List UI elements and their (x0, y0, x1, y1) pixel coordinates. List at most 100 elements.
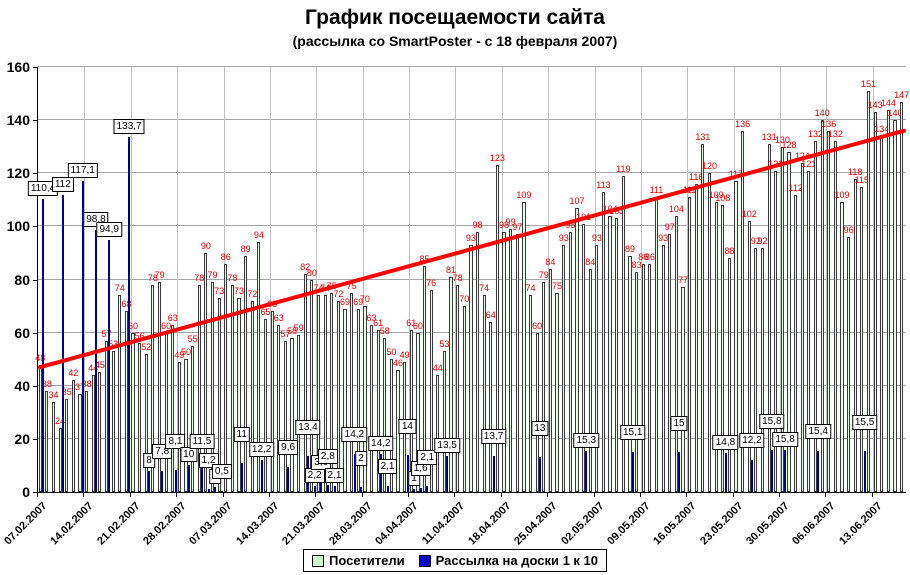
visitor-value-label: 89 (624, 243, 635, 254)
bar-mailing (678, 452, 681, 492)
bar-visitors (661, 244, 665, 492)
bar-visitors (688, 197, 692, 492)
bar-mailing (539, 457, 542, 492)
bar-mailing (446, 456, 449, 492)
mailing-value-box: 2,2 (304, 468, 325, 484)
visitor-value-label: 143 (867, 100, 883, 111)
visitor-value-label: 38 (81, 379, 92, 390)
bar-visitors (634, 271, 639, 492)
x-tick-label: 23.05.2007 (697, 500, 746, 548)
bar-mailing (631, 451, 634, 492)
bar-mailing (419, 487, 422, 492)
bar-mailing (360, 486, 363, 492)
visitor-value-label: 92 (757, 235, 768, 246)
bar-mailing (174, 470, 177, 492)
bar-mailing (148, 470, 151, 492)
visitor-value-label: 70 (459, 294, 470, 305)
x-tick-label: 04.04.2007 (373, 500, 421, 548)
bar-mailing (333, 486, 336, 492)
bar-visitors (674, 215, 678, 492)
visitor-value-label: 38 (41, 379, 52, 390)
bar-visitors (608, 215, 612, 492)
bar-visitors (847, 237, 851, 492)
mailing-value-box: 15,1 (619, 424, 646, 440)
x-tick (315, 492, 317, 497)
bar-visitors (224, 263, 228, 492)
bar-visitors (641, 263, 645, 492)
mailing-value-box: 11 (233, 426, 250, 442)
bar-visitors (436, 375, 440, 492)
mailing-value-box: 9,6 (278, 439, 299, 455)
visitor-value-label: 120 (701, 161, 717, 172)
mailing-value-box: 13,4 (295, 420, 321, 436)
mailing-value-box: 10 (180, 447, 198, 463)
x-tick (593, 492, 595, 497)
visitor-value-label: 78 (227, 272, 238, 283)
bar-mailing (187, 465, 190, 492)
visitor-value-label: 55 (187, 333, 198, 344)
visitor-value-label: 144 (880, 97, 896, 108)
visitor-value-label: 34 (48, 389, 59, 400)
bar-visitors (462, 306, 466, 492)
bar-visitors (588, 268, 592, 492)
x-tick-label: 21.03.2007 (280, 500, 328, 548)
visitor-value-label: 77 (677, 275, 688, 286)
visitor-value-label: 78 (452, 272, 463, 283)
plot-area: 48 38 34 24 35 42 37 38 44 45 57 53 74 68 60 56 52 78 79 60… (27, 66, 909, 493)
bar-mailing (207, 488, 210, 492)
bar-visitors (727, 258, 731, 492)
bar-visitors (98, 372, 102, 492)
mailing-value-box: 13 (531, 421, 549, 437)
visitor-value-label: 93 (658, 232, 669, 243)
visitor-value-label: 93 (465, 232, 476, 243)
visitor-value-label: 75 (346, 280, 357, 291)
visitor-value-label: 37 (74, 381, 86, 392)
mailing-value-box: 15,5 (851, 414, 878, 430)
bar-visitors (548, 268, 553, 492)
bar-visitors (58, 428, 62, 492)
visitor-value-label: 68 (267, 299, 278, 310)
bar-visitors (747, 221, 751, 492)
legend: Посетители Рассылка на доски 1 к 10 (303, 549, 607, 572)
x-tick (222, 492, 224, 497)
bar-mailing (108, 239, 111, 492)
visitor-value-label: 128 (781, 140, 797, 150)
bar-mailing (724, 452, 727, 492)
mailing-value-box: 14,2 (341, 427, 368, 443)
x-tick-label: 11.04.2007 (419, 500, 467, 547)
bar-visitors (85, 391, 89, 492)
bar-visitors (71, 380, 75, 492)
visitor-value-label: 63 (167, 312, 178, 323)
bar-mailing (128, 136, 131, 492)
bar-visitors (542, 282, 546, 492)
bar-visitors (369, 324, 374, 492)
bar-visitors (840, 202, 844, 492)
x-tick-label: 21.02.2007 (94, 500, 143, 548)
bar-mailing (287, 466, 290, 492)
bar-visitors (51, 401, 56, 492)
bar-visitors (681, 287, 685, 492)
bar-visitors (277, 324, 281, 492)
bar-mailing (492, 455, 495, 492)
bar-mailing (386, 486, 389, 492)
visitor-value-label: 93 (558, 232, 569, 243)
x-tick-label: 02.05.2007 (558, 500, 607, 548)
bar-visitors (78, 393, 82, 492)
x-tick (547, 492, 549, 497)
bar-visitors (131, 332, 135, 492)
y-tick-label: 60 (14, 324, 30, 341)
bar-visitors (701, 144, 705, 492)
bar-visitors (91, 375, 95, 492)
visitor-value-label: 69 (340, 296, 351, 307)
y-tick (33, 279, 38, 281)
x-tick-label: 28.03.2007 (326, 500, 375, 548)
bar-visitors (754, 247, 758, 492)
visitor-value-label: 94 (253, 230, 264, 241)
visitor-value-label: 75 (552, 280, 563, 291)
bar-visitors (515, 234, 519, 492)
y-tick-label: 40 (14, 377, 30, 394)
mailing-value-box: 12,2 (739, 432, 765, 448)
bar-visitors (562, 244, 566, 492)
mailing-value-box: 2,1 (324, 468, 345, 484)
mailing-value-box: 15,8 (772, 432, 798, 448)
